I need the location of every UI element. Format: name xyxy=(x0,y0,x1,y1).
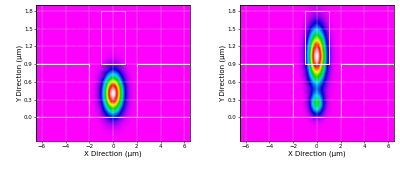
Y-axis label: Y Direction (μm): Y Direction (μm) xyxy=(16,45,23,102)
X-axis label: X Direction (μm): X Direction (μm) xyxy=(84,151,142,157)
Y-axis label: Y Direction (μm): Y Direction (μm) xyxy=(220,45,226,102)
X-axis label: X Direction (μm): X Direction (μm) xyxy=(288,151,346,157)
